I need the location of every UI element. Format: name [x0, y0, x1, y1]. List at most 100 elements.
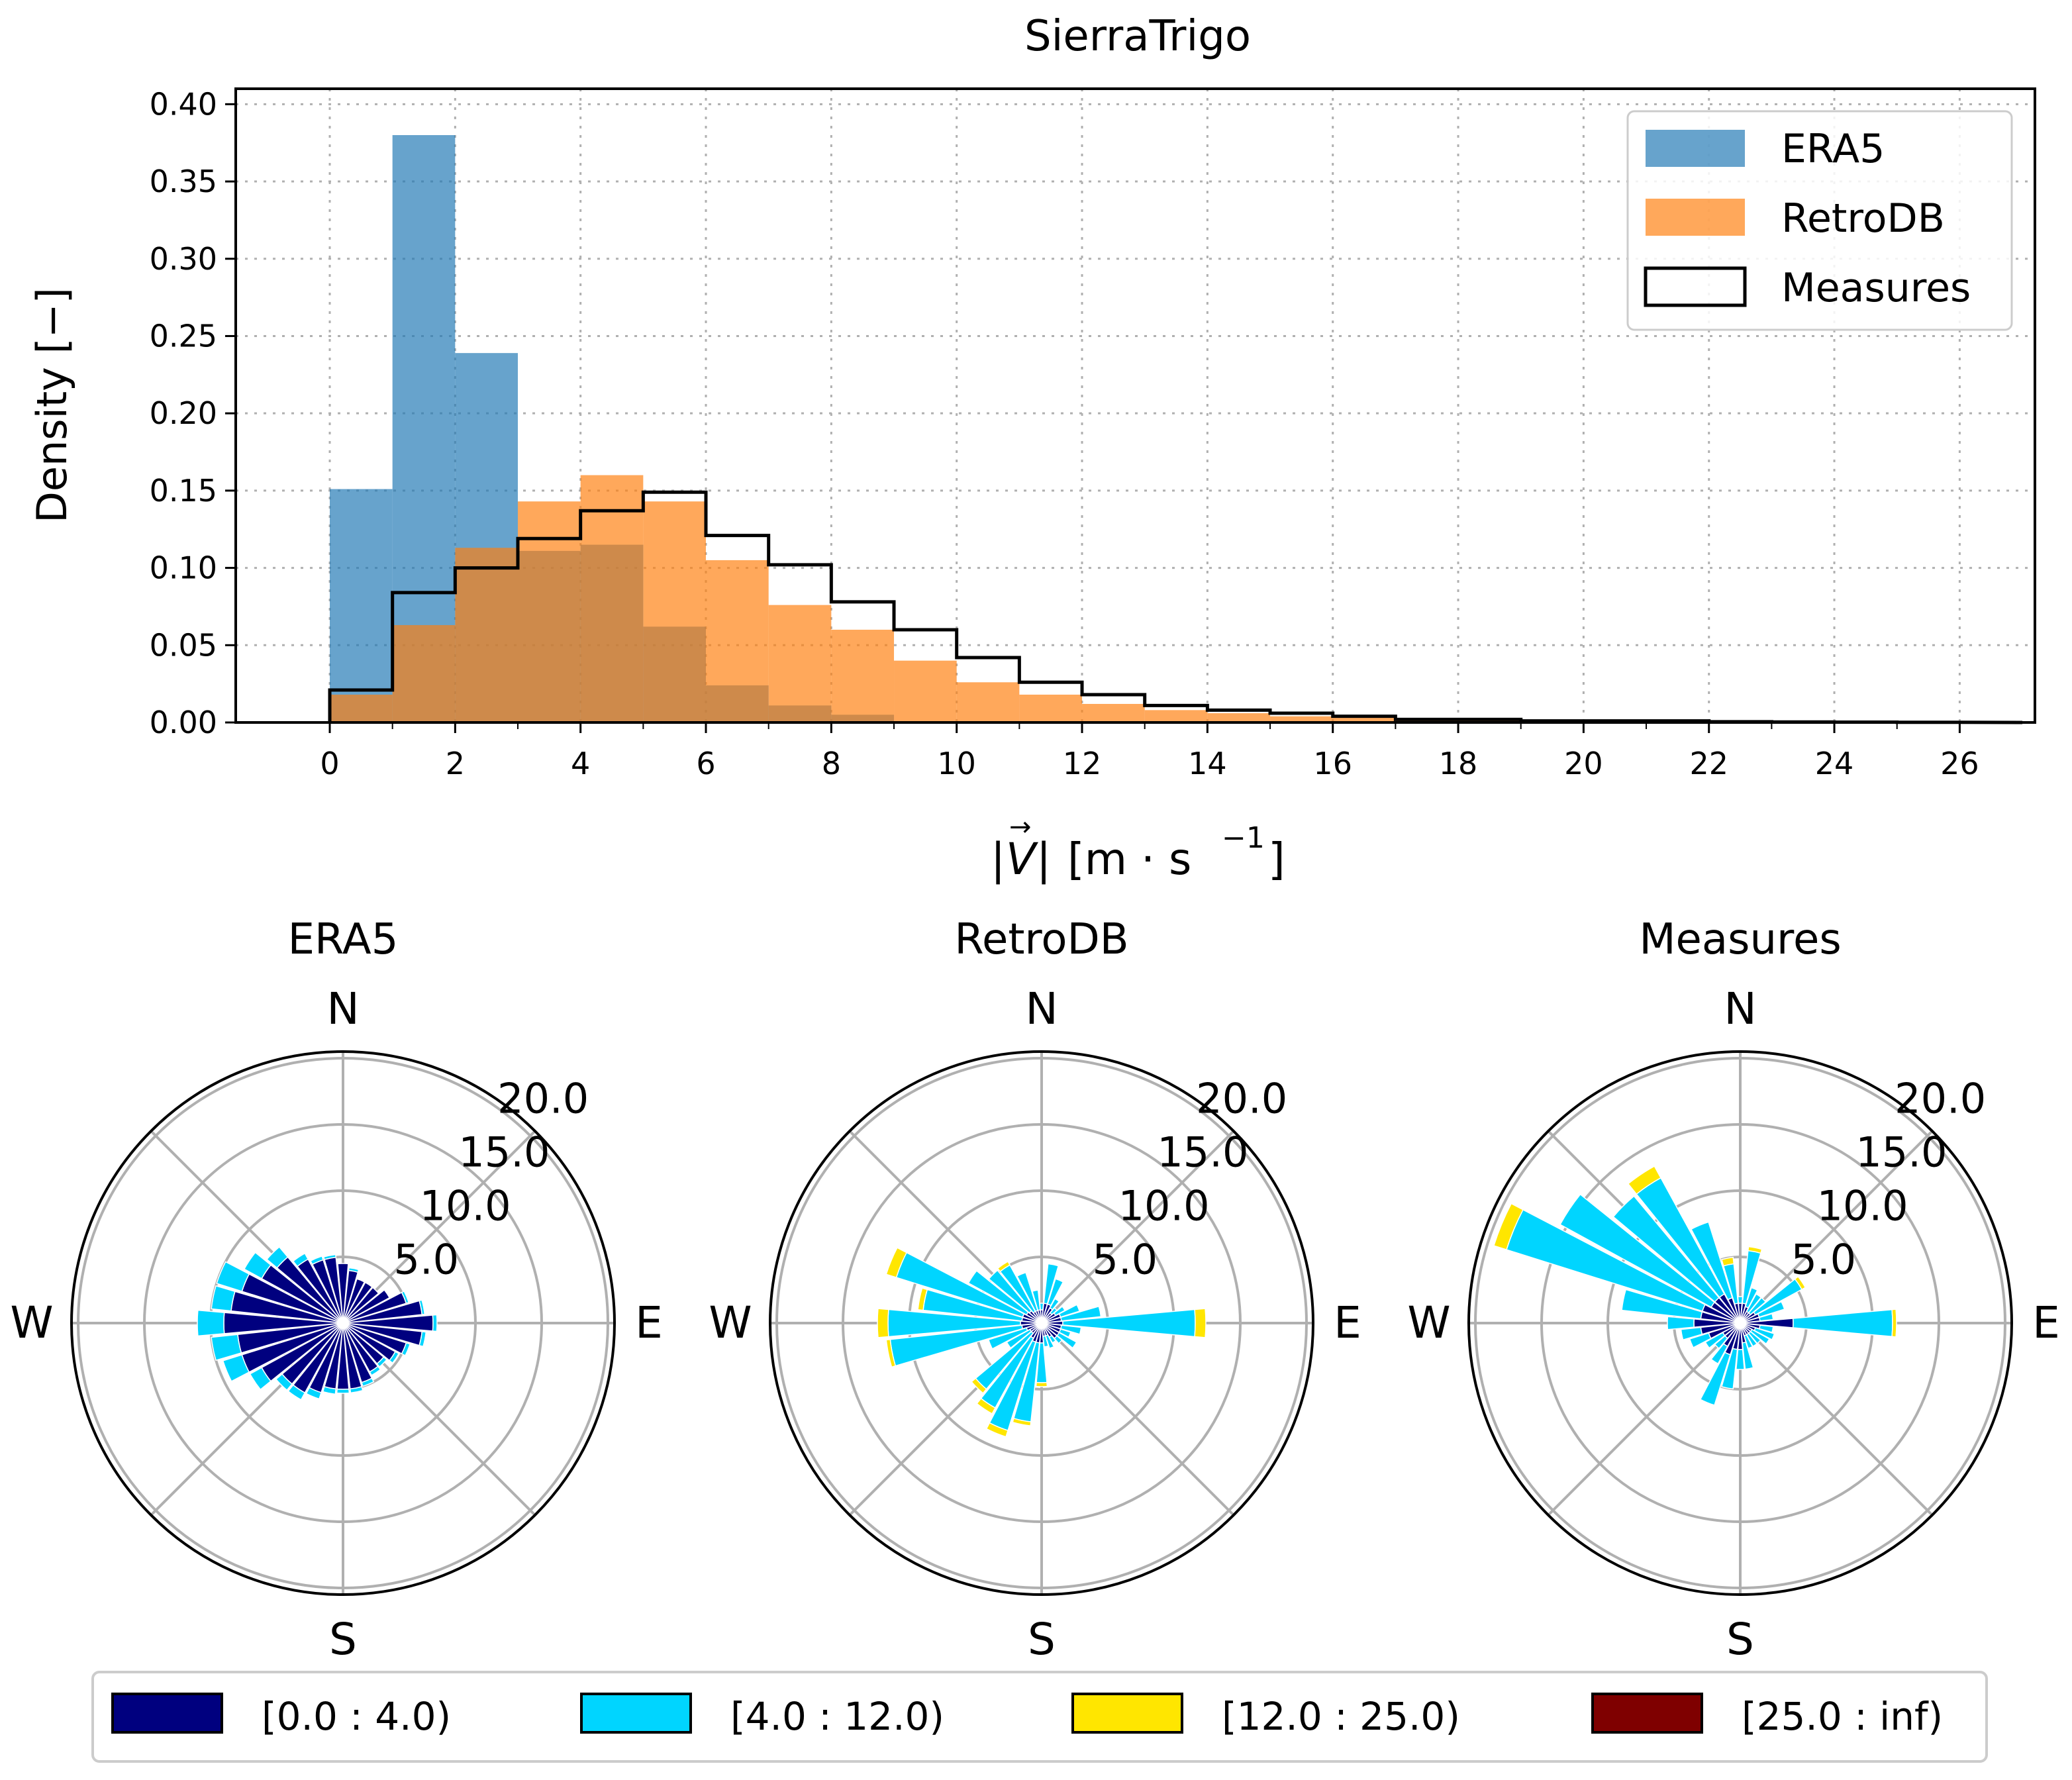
- windrose-sector-bin-1: [1748, 1330, 1761, 1344]
- x-tick-label: 4: [571, 746, 590, 781]
- radial-tick-label: 15.0: [458, 1128, 550, 1177]
- histogram-y-label: Density [−]: [28, 287, 76, 523]
- direction-spoke: [1040, 1322, 1235, 1516]
- x-tick-label: 2: [446, 746, 465, 781]
- windrose-outer-circle: [70, 1050, 616, 1596]
- histogram-frame: [234, 87, 2036, 724]
- compass-e: E: [2032, 1297, 2060, 1348]
- windrose-sector-bin-1: [1058, 1304, 1081, 1318]
- windrose-sector-bin-1: [401, 1342, 411, 1357]
- windrose-sector-bin-1: [305, 1387, 322, 1400]
- windrose-sector-bin-1: [1667, 1316, 1695, 1330]
- compass-s: S: [329, 1614, 357, 1665]
- hist-bar-retrodb: [706, 560, 769, 722]
- windrose-sector-bin-1: [1699, 1352, 1731, 1406]
- x-tick-label: 14: [1188, 746, 1227, 781]
- x-tick-label: 12: [1063, 746, 1102, 781]
- windrose-sector-bin-0: [342, 1289, 391, 1324]
- y-tick-label: 0.00: [150, 705, 217, 740]
- windrose-sector-bin-1: [389, 1351, 400, 1364]
- radial-tick-label: 15.0: [1157, 1128, 1248, 1177]
- windrose-sector-bin-0: [342, 1278, 366, 1324]
- windrose-sector-bin-1: [401, 1290, 410, 1304]
- windrose-sector-bin-2: [1493, 1203, 1524, 1251]
- windrose-sector-bin-1: [1045, 1334, 1055, 1350]
- hist-bar-retrodb: [392, 624, 456, 722]
- radial-tick-label: 20.0: [1895, 1075, 1986, 1123]
- windrose-sector-bin-1: [348, 1267, 360, 1273]
- compass-n: N: [1724, 983, 1756, 1034]
- histogram-y-ticks: 0.00 0.05 0.10 0.15 0.20 0.25 0.30 0.35 0.40: [150, 86, 236, 740]
- hist-bar-era5: [330, 489, 393, 722]
- histogram-x-ticks: 0 2 4 6 8 10 12 14 16 18 20 22 24 26: [320, 722, 1979, 781]
- windrose-sector-bin-2: [1627, 1165, 1662, 1195]
- windrose-sector-bin-2: [917, 1287, 928, 1311]
- radial-tick-label: 20.0: [1196, 1075, 1287, 1123]
- hist-bar-retrodb: [894, 660, 957, 722]
- compass-n: N: [1025, 983, 1058, 1034]
- windrose-legend-frame: [91, 1671, 1988, 1763]
- windrose-sector-bin-2: [1748, 1246, 1763, 1254]
- windrose-sector-bin-1: [1680, 1326, 1703, 1341]
- windrose-sector-bin-1: [1710, 1343, 1728, 1365]
- windrose-sector-bin-1: [1053, 1305, 1066, 1316]
- windrose-labels: 5.0 10.015.0 20.0 N E S W: [709, 983, 1361, 1665]
- hist-bar-retrodb: [518, 501, 581, 722]
- legend-swatch-bin-1: [580, 1693, 692, 1734]
- x-label-bar-right: |: [1036, 834, 1051, 885]
- windrose-sector-bin-1: [309, 1255, 324, 1265]
- windrose-sector-bin-1: [275, 1373, 293, 1391]
- windrose-sector-bin-1: [1757, 1301, 1785, 1318]
- hist-bar-retrodb: [455, 548, 518, 722]
- hist-bar-retrodb: [1019, 694, 1083, 722]
- legend-swatch-bin-3: [1591, 1693, 1703, 1734]
- windrose-sector-bin-1: [322, 1254, 337, 1260]
- x-label-exponent: −1: [1222, 821, 1265, 855]
- windrose-sector-bin-1: [1704, 1332, 1726, 1349]
- windrose-sector-bin-1: [1748, 1297, 1767, 1316]
- compass-w: W: [709, 1297, 752, 1348]
- hist-bar-retrodb: [1082, 703, 1145, 722]
- legend-label-bin-3: [25.0 : inf): [1742, 1694, 1943, 1739]
- windrose-sector-bin-1: [1720, 1348, 1738, 1390]
- windrose-sector-bin-1: [419, 1331, 427, 1348]
- windrose-measures: Measures 5.0 10.015.0 20.0 N E S W: [1407, 915, 2059, 1665]
- histogram-panel: SierraTrigo 0 2 4 6 8 10 12 14 16 18 20 22 24 26 0.00…: [28, 12, 2036, 885]
- compass-w: W: [10, 1297, 53, 1348]
- windrose-sector-bin-1: [1016, 1271, 1038, 1312]
- windrose-sector-bin-0: [342, 1287, 379, 1324]
- windrose-sector-bin-2: [1194, 1308, 1207, 1338]
- y-tick-label: 0.40: [150, 86, 217, 122]
- windrose-sector-bin-1: [1559, 1193, 1716, 1309]
- windrose-bars: [769, 1050, 1314, 1596]
- windrose-sector-bin-1: [1742, 1341, 1754, 1370]
- hist-bar-retrodb: [580, 475, 644, 722]
- radial-tick-label: 10.0: [1817, 1181, 1908, 1230]
- windrose-sector-bin-1: [1736, 1349, 1745, 1370]
- x-label-unit: [m · s: [1067, 834, 1191, 885]
- windrose-sector-bin-1: [197, 1309, 225, 1337]
- y-tick-label: 0.10: [150, 550, 217, 586]
- windrose-sector-bin-2: [976, 1397, 996, 1414]
- legend-swatch-bin-2: [1071, 1693, 1183, 1734]
- x-label-bar-left: |: [991, 834, 1005, 885]
- legend-label-bin-2: [12.0 : 25.0): [1222, 1694, 1460, 1739]
- x-tick-label: 6: [696, 746, 715, 781]
- windrose-sector-bin-1: [1043, 1263, 1060, 1305]
- windrose-sector-bin-1: [361, 1377, 375, 1387]
- windrose-sector-bin-1: [1006, 1328, 1032, 1349]
- windrose-sector-bin-1: [1054, 1335, 1063, 1344]
- windrose-title: RetroDB: [954, 915, 1128, 964]
- windrose-sector-bin-1: [987, 1327, 1028, 1350]
- windrose-sector-bin-1: [419, 1299, 426, 1315]
- hist-bar-retrodb: [956, 682, 1020, 722]
- hist-bar-retrodb: [831, 629, 895, 722]
- windrose-labels: 5.0 10.015.0 20.0 N E S W: [1407, 983, 2059, 1665]
- radial-tick-label: 5.0: [394, 1235, 460, 1283]
- hist-bar-retrodb: [1270, 716, 1333, 722]
- windrose-sector-bin-1: [1744, 1287, 1758, 1309]
- x-tick-label: 20: [1564, 746, 1603, 781]
- x-tick-label: 18: [1439, 746, 1478, 781]
- hist-bar-retrodb: [1207, 713, 1271, 722]
